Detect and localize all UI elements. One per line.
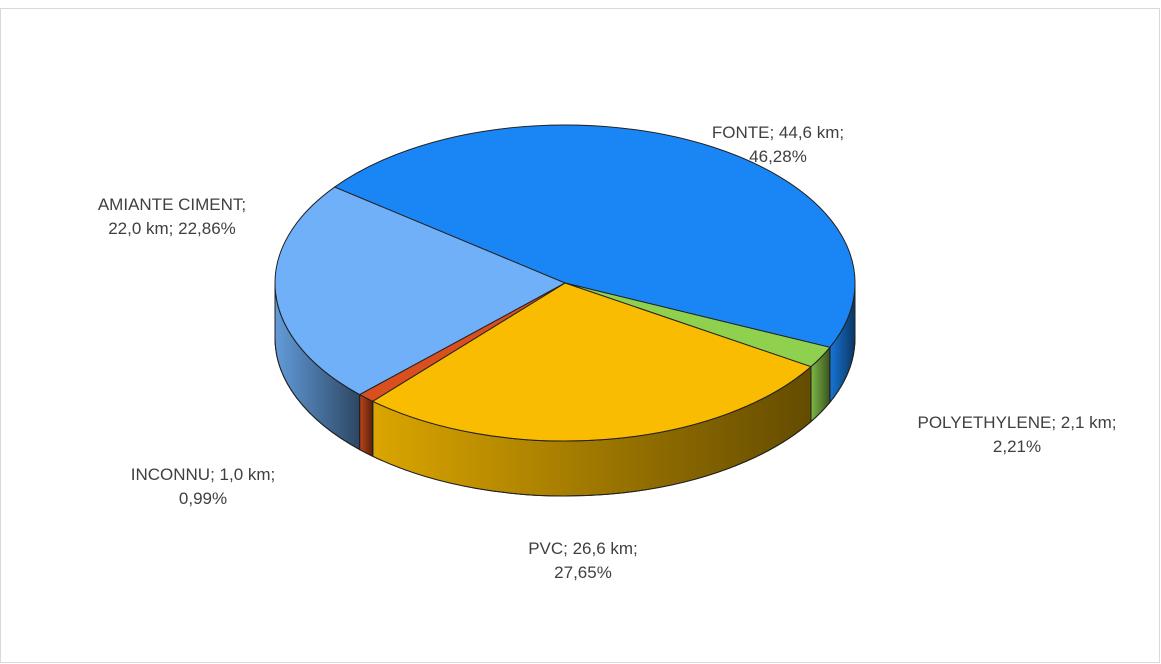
data-label: 0,99% <box>179 489 227 508</box>
slice <box>274 186 567 396</box>
data-label: AMIANTE CIMENT; <box>98 195 246 214</box>
data-label: 22,0 km; 22,86% <box>108 219 236 238</box>
data-label: 2,21% <box>993 437 1041 456</box>
data-label: 27,65% <box>554 563 612 582</box>
data-label: INCONNU; 1,0 km; <box>131 465 276 484</box>
slice-side-shade <box>359 393 374 458</box>
slice <box>333 124 856 348</box>
data-label: POLYETHYLENE; 2,1 km; <box>917 413 1116 432</box>
data-label: 46,28% <box>749 147 807 166</box>
slice <box>371 282 812 442</box>
data-label: PVC; 26,6 km; <box>528 539 638 558</box>
data-label: FONTE; 44,6 km; <box>712 123 844 142</box>
